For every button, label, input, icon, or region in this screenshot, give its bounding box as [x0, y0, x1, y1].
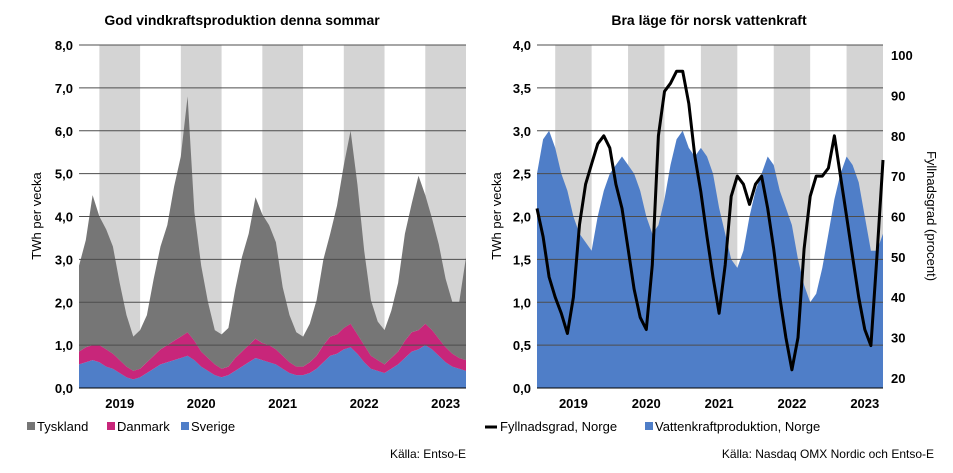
legend-label-fyllnadsgrad: Fyllnadsgrad, Norge	[500, 419, 617, 434]
x-tick-label: 2019	[559, 396, 588, 411]
legend-swatch-sverige	[181, 422, 189, 430]
y-tick-label: 4,0	[513, 38, 531, 53]
y-tick-label: 0,5	[513, 338, 531, 353]
hydro-fill-line	[535, 69, 885, 372]
right-tick-label: 70	[891, 169, 905, 184]
wind-chart: God vindkraftsproduktion denna sommar 0,…	[27, 12, 466, 461]
legend-swatch-danmark	[107, 422, 115, 430]
y-tick-label: 6,0	[55, 124, 73, 139]
hydro-source: Källa: Nasdaq OMX Nordic och Entso-E	[722, 447, 934, 461]
hydro-right-axis-label: Fyllnadsgrad (procent)	[924, 151, 939, 281]
x-tick-label: 2021	[268, 396, 297, 411]
x-tick-label: 2023	[850, 396, 879, 411]
right-tick-label: 100	[891, 48, 913, 63]
legend-label-tyskland: Tyskland	[37, 419, 88, 434]
y-tick-label: 1,5	[513, 252, 531, 267]
legend-label-sverige: Sverige	[191, 419, 235, 434]
y-tick-label: 4,0	[55, 210, 73, 225]
x-tick-label: 2020	[187, 396, 216, 411]
y-tick-label: 3,5	[513, 81, 531, 96]
y-tick-label: 2,5	[513, 167, 531, 182]
legend-label-danmark: Danmark	[117, 419, 170, 434]
right-tick-label: 80	[891, 129, 905, 144]
x-tick-label: 2019	[105, 396, 134, 411]
y-tick-label: 1,0	[55, 338, 73, 353]
y-tick-label: 3,0	[55, 252, 73, 267]
legend-swatch-vattenkraft	[645, 422, 653, 430]
hydro-right-tick-labels: 20 30 40 50 60 70 80 90 100	[891, 48, 913, 386]
x-tick-label: 2021	[705, 396, 734, 411]
right-tick-label: 50	[891, 250, 905, 265]
y-tick-label: 7,0	[55, 81, 73, 96]
wind-y-axis-label: TWh per vecka	[29, 172, 44, 260]
line-series-fyllnadsgrad	[535, 69, 885, 372]
right-tick-label: 30	[891, 331, 905, 346]
x-tick-label: 2022	[777, 396, 806, 411]
hydro-x-tick-labels: 2019 2020 2021 2022 2023	[559, 396, 879, 411]
right-tick-label: 90	[891, 88, 905, 103]
area-series-sverige	[79, 345, 466, 388]
y-tick-label: 0,0	[513, 381, 531, 396]
x-tick-label: 2020	[632, 396, 661, 411]
right-tick-label: 60	[891, 210, 905, 225]
hydro-legend: Fyllnadsgrad, Norge Vattenkraftproduktio…	[485, 419, 820, 434]
hydro-y-tick-labels: 0,0 0,5 1,0 1,5 2,0 2,5 3,0 3,5 4,0	[513, 38, 531, 396]
hydro-chart-title: Bra läge för norsk vattenkraft	[611, 12, 807, 28]
x-tick-label: 2023	[431, 396, 460, 411]
y-tick-label: 5,0	[55, 167, 73, 182]
y-tick-label: 2,0	[513, 210, 531, 225]
y-tick-label: 2,0	[55, 295, 73, 310]
y-tick-label: 0,0	[55, 381, 73, 396]
hydro-chart: Bra läge för norsk vattenkraft 0,0 0,5 1,0…	[485, 12, 939, 461]
right-tick-label: 40	[891, 290, 905, 305]
y-tick-label: 3,0	[513, 124, 531, 139]
wind-legend: Tyskland Danmark Sverige	[27, 419, 235, 434]
wind-y-tick-labels: 0,0 1,0 2,0 3,0 4,0 5,0 6,0 7,0 8,0	[55, 38, 73, 396]
right-tick-label: 20	[891, 371, 905, 386]
wind-source: Källa: Entso-E	[390, 447, 466, 461]
legend-swatch-tyskland	[27, 422, 35, 430]
hydro-y-axis-label: TWh per vecka	[489, 172, 504, 260]
area-series-danmark	[79, 323, 466, 380]
legend-label-vattenkraft: Vattenkraftproduktion, Norge	[655, 419, 820, 434]
x-tick-label: 2022	[350, 396, 379, 411]
y-tick-label: 8,0	[55, 38, 73, 53]
wind-chart-title: God vindkraftsproduktion denna sommar	[104, 12, 380, 28]
wind-gridlines	[79, 44, 466, 346]
wind-x-tick-labels: 2019 2020 2021 2022 2023	[105, 396, 460, 411]
y-tick-label: 1,0	[513, 295, 531, 310]
